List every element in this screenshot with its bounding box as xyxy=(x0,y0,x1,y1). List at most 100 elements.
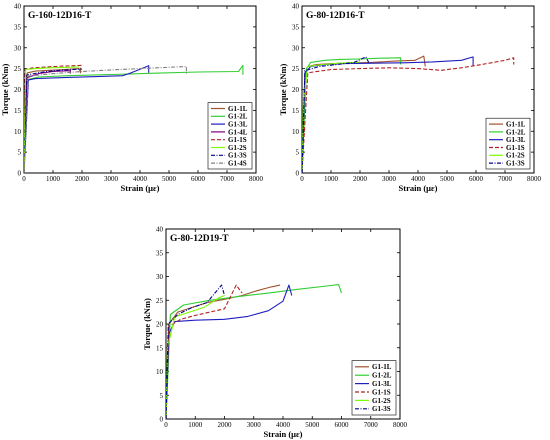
y-axis-label: Torque (kNm) xyxy=(0,63,10,115)
y-tick-label: 30 xyxy=(156,273,164,281)
y-tick-label: 15 xyxy=(292,107,300,115)
legend-label: G1-1S xyxy=(506,144,525,152)
series-line-g1-3l xyxy=(302,56,474,173)
legend-label: G1-2S xyxy=(506,152,525,160)
legend-label: G1-1L xyxy=(228,105,248,113)
series-line-g1-2l xyxy=(24,64,244,173)
legend-label: G1-2L xyxy=(372,372,392,380)
x-tick-label: 3000 xyxy=(104,175,119,183)
legend-label: G1-2S xyxy=(228,144,247,152)
legend-label: G1-3S xyxy=(506,160,525,168)
x-tick-label: 1000 xyxy=(46,175,61,183)
y-tick-label: 35 xyxy=(156,249,164,257)
series-line-g1-4s xyxy=(24,65,187,173)
x-tick-label: 2000 xyxy=(353,175,368,183)
legend-label: G1-3S xyxy=(228,152,247,160)
y-tick-label: 25 xyxy=(292,65,300,73)
y-axis-label: Torque (kNm) xyxy=(278,63,288,115)
panel-title: G-80-12D16-T xyxy=(306,11,365,21)
y-tick-label: 5 xyxy=(296,149,300,157)
legend-label: G1-1L xyxy=(506,121,526,129)
y-tick-label: 5 xyxy=(18,149,22,157)
x-tick-label: 0 xyxy=(22,175,26,183)
series-line-g1-2s xyxy=(166,294,225,419)
y-tick-label: 10 xyxy=(156,368,164,376)
series-line-g1-1s xyxy=(166,284,243,419)
y-tick-label: 40 xyxy=(14,3,22,11)
legend-label: G1-4S xyxy=(228,160,247,168)
y-tick-label: 0 xyxy=(160,416,164,424)
legend-label: G1-1L xyxy=(372,363,392,371)
series-line-g1-2l xyxy=(166,284,343,419)
series-line-g1-1s xyxy=(302,57,515,173)
x-tick-label: 2000 xyxy=(218,421,233,429)
x-tick-label: 1000 xyxy=(188,421,203,429)
legend-label: G1-2L xyxy=(506,128,526,136)
y-tick-label: 30 xyxy=(292,44,300,52)
x-tick-label: 7000 xyxy=(364,421,379,429)
x-tick-label: 3000 xyxy=(247,421,262,429)
series-line-g1-2s xyxy=(302,61,361,173)
legend-label: G1-1S xyxy=(372,388,391,396)
y-tick-label: 40 xyxy=(156,226,164,234)
legend-label: G1-2S xyxy=(372,397,391,405)
x-tick-label: 0 xyxy=(300,175,304,183)
x-tick-label: 8000 xyxy=(393,421,408,429)
x-tick-label: 4000 xyxy=(133,175,148,183)
y-tick-label: 35 xyxy=(292,23,300,31)
x-tick-label: 6000 xyxy=(469,175,484,183)
x-tick-label: 6000 xyxy=(191,175,206,183)
chart-panel-3: 0 1000 2000 3000 4000 5000 6000 7000 8000 0 5 10 15 2… xyxy=(142,226,408,440)
y-tick-label: 5 xyxy=(160,392,164,400)
legend-label: G1-3L xyxy=(372,380,392,388)
x-tick-label: 4000 xyxy=(411,175,426,183)
x-axis-label: Strain (με) xyxy=(264,429,303,439)
panel-title: G-160-12D16-T xyxy=(28,11,92,21)
series-line-g1-1l xyxy=(302,55,426,173)
x-axis-label: Strain (με) xyxy=(121,183,160,193)
x-tick-label: 5000 xyxy=(305,421,320,429)
legend-box xyxy=(207,102,253,170)
series-line-g1-1s xyxy=(24,64,83,173)
series-line-g1-2l xyxy=(302,57,402,173)
y-tick-label: 0 xyxy=(18,170,22,178)
y-axis-label: Torque (kNm) xyxy=(142,298,152,350)
x-tick-label: 6000 xyxy=(335,421,350,429)
legend-label: G1-3L xyxy=(506,136,526,144)
series-line-g1-2s xyxy=(24,66,80,173)
y-tick-label: 40 xyxy=(292,3,300,11)
y-tick-label: 10 xyxy=(14,128,22,136)
x-tick-label: 0 xyxy=(164,421,168,429)
y-tick-label: 25 xyxy=(156,297,164,305)
x-tick-label: 3000 xyxy=(382,175,397,183)
y-tick-label: 20 xyxy=(292,86,300,94)
chart-panel-2: 0 1000 2000 3000 4000 5000 6000 7000 8000 0 5 10 15 2… xyxy=(278,3,542,194)
x-tick-label: 5000 xyxy=(440,175,455,183)
legend-label: G1-1S xyxy=(228,136,247,144)
series-line-g1-3s xyxy=(166,284,226,419)
y-tick-label: 25 xyxy=(14,65,22,73)
legend-label: G1-4L xyxy=(228,128,248,136)
chart-panel-1: 0 1000 2000 3000 4000 5000 6000 7000 8000 0 5 10 15 2… xyxy=(0,3,264,194)
x-tick-label: 4000 xyxy=(276,421,291,429)
series-line-g1-1l xyxy=(166,284,281,419)
y-tick-label: 15 xyxy=(156,344,164,352)
y-tick-label: 10 xyxy=(292,128,300,136)
y-tick-label: 35 xyxy=(14,23,22,31)
x-tick-label: 2000 xyxy=(75,175,90,183)
series-line-g1-3s xyxy=(302,56,370,173)
legend-label: G1-3L xyxy=(228,121,248,129)
legend-box xyxy=(485,117,531,170)
series-line-g1-1l xyxy=(24,67,82,173)
y-tick-label: 30 xyxy=(14,44,22,52)
legend-label: G1-3S xyxy=(372,405,391,413)
legend-label: G1-2L xyxy=(228,113,248,121)
x-tick-label: 7000 xyxy=(220,175,235,183)
series-line-g1-3s xyxy=(24,68,83,173)
x-tick-label: 8000 xyxy=(527,175,542,183)
series-line-g1-4l xyxy=(24,70,71,173)
